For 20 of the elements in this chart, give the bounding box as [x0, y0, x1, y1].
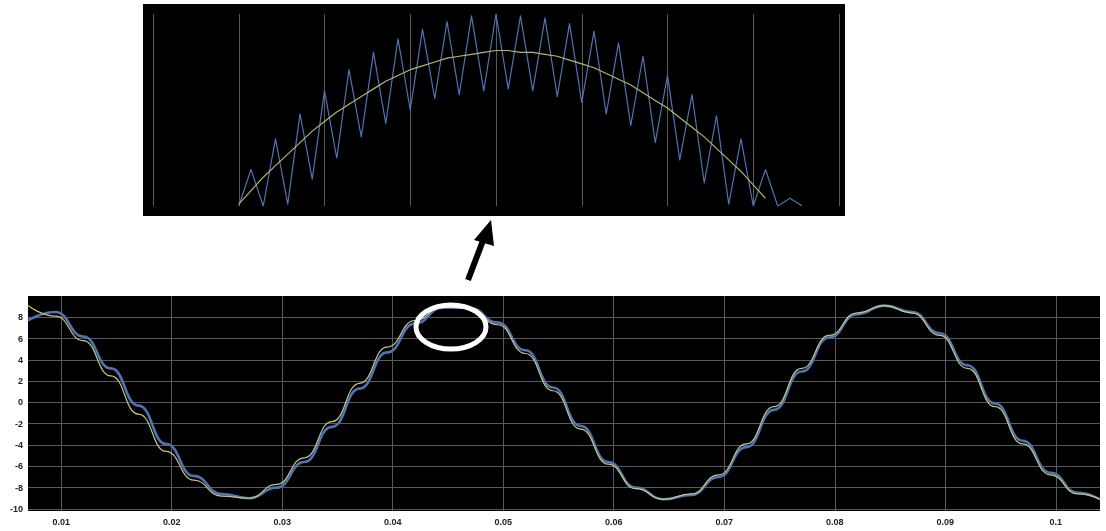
y-tick-label: 0 [17, 397, 23, 408]
y-tick-label: -4 [14, 440, 23, 451]
y-tick-label: 2 [17, 376, 23, 387]
x-tick-label: 0.02 [162, 516, 181, 527]
y-tick-label: 4 [17, 354, 23, 365]
x-tick-label: 0.08 [826, 516, 844, 527]
x-tick-label: 0.01 [52, 516, 70, 527]
x-tick-label: 0.03 [273, 516, 291, 527]
x-tick-label: 0.06 [604, 516, 623, 527]
x-tick-label: 0.05 [494, 516, 512, 527]
y-tick-label: -2 [14, 418, 23, 429]
y-tick-label: 6 [17, 333, 23, 344]
y-tick-label: -10 [9, 503, 23, 514]
x-tick-label: 0.04 [383, 516, 402, 527]
x-tick-label: 0.09 [936, 516, 955, 527]
x-tick-label: 0.07 [715, 516, 734, 527]
x-tick-label: 0.1 [1049, 516, 1063, 527]
y-tick-label: -8 [14, 482, 23, 493]
y-tick-label: 8 [17, 312, 23, 323]
y-tick-label: -6 [14, 461, 23, 472]
